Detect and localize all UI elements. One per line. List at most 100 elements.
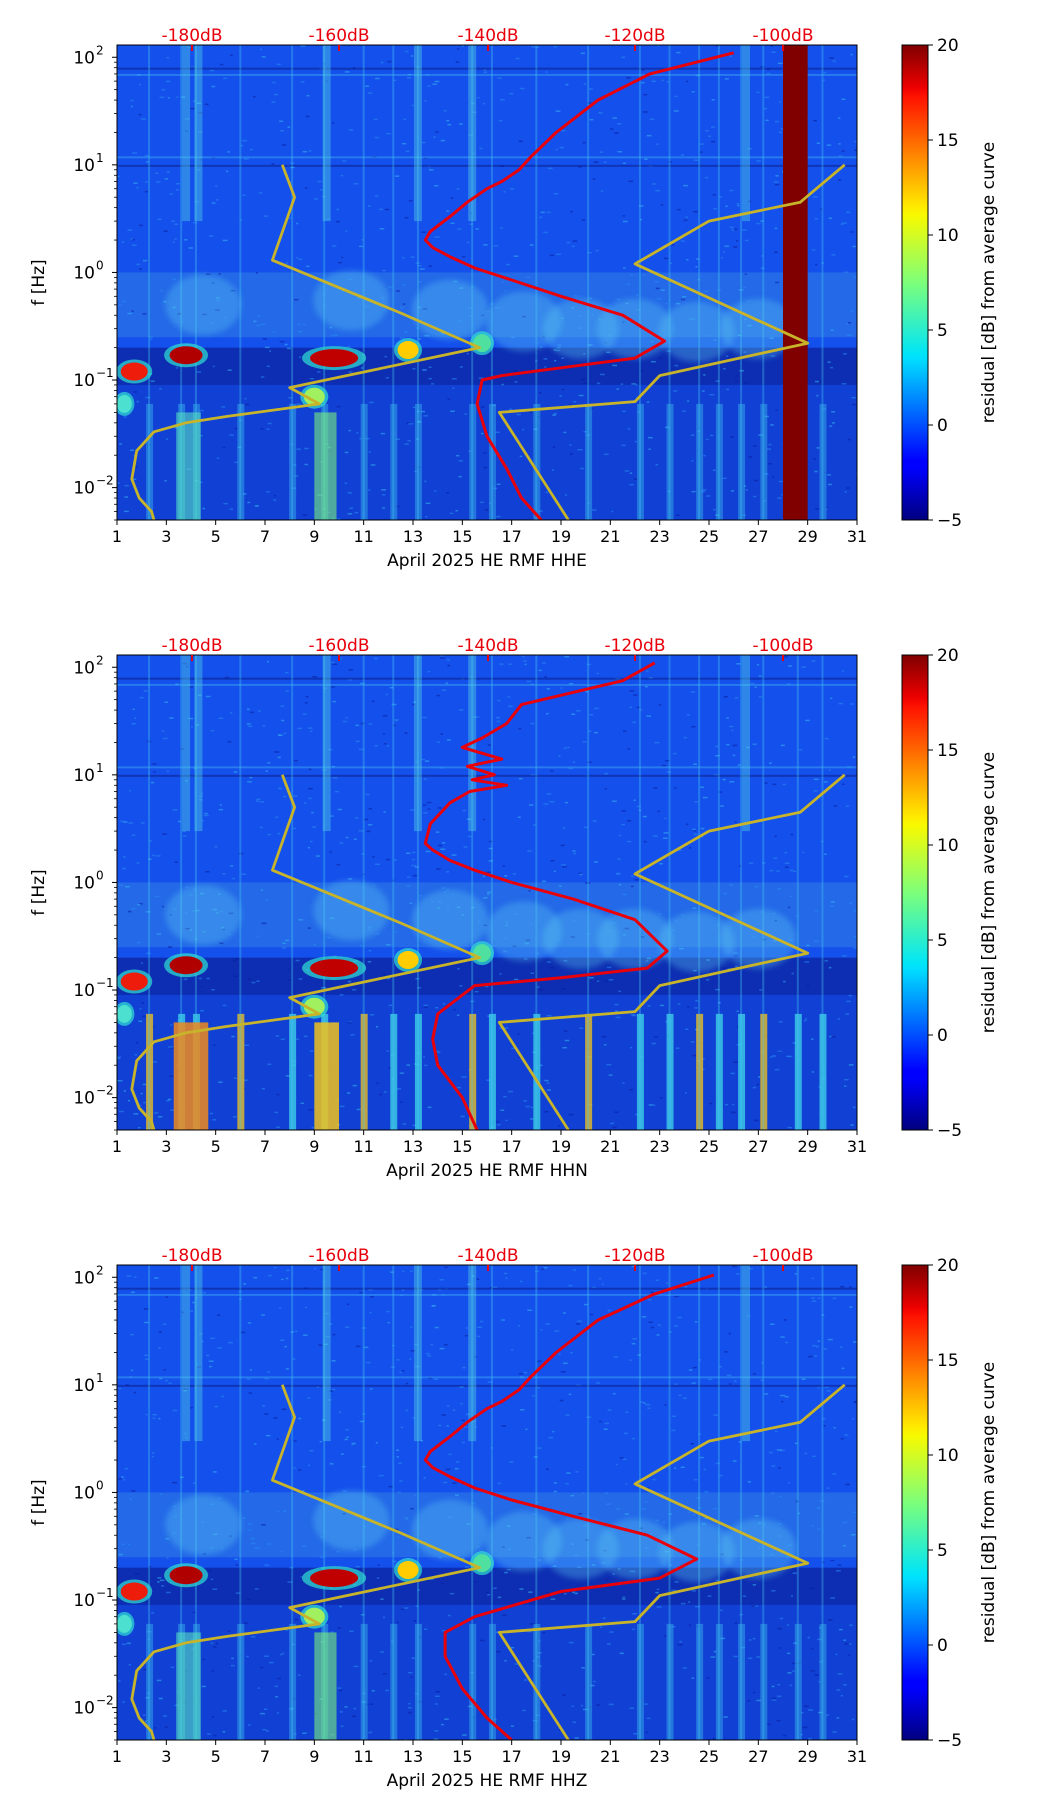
event-streak xyxy=(760,1013,768,1130)
event-streak xyxy=(533,1013,541,1130)
event-streak xyxy=(146,403,154,520)
x-tick-label: 5 xyxy=(211,1747,221,1766)
hf-column xyxy=(413,45,422,222)
event-line xyxy=(821,655,824,1130)
swell-plume xyxy=(597,908,673,969)
event-streak xyxy=(469,403,477,520)
noise-line xyxy=(117,156,857,159)
event-streak xyxy=(488,403,496,520)
hf-column xyxy=(182,45,191,222)
event-streak xyxy=(390,1623,398,1740)
colorbar-tick-label: 5 xyxy=(937,931,948,951)
hf-column xyxy=(413,655,422,832)
event-line xyxy=(796,655,799,1130)
gap-band xyxy=(783,45,808,520)
swell-plume xyxy=(658,301,735,362)
y-tick-label: 10 xyxy=(73,873,95,893)
event-line xyxy=(535,1265,538,1740)
db-tick-label: -140dB xyxy=(457,1246,518,1266)
event-streak xyxy=(819,1623,827,1740)
swell-plume xyxy=(313,270,390,331)
db-tick-label: -100dB xyxy=(752,636,813,656)
event-streak xyxy=(289,1623,297,1740)
event-streak xyxy=(760,403,768,520)
colorbar-tick-label: 0 xyxy=(937,416,948,436)
y-tick-label: 10 xyxy=(73,263,95,283)
event-line xyxy=(239,655,242,1130)
event-line xyxy=(490,1265,493,1740)
y-tick-exponent: 0 xyxy=(96,868,104,882)
noise-line xyxy=(117,766,857,769)
swell-plume xyxy=(412,1499,488,1560)
event-line xyxy=(740,655,743,1130)
colorbar-gradient xyxy=(901,654,929,1131)
hot-column xyxy=(176,1632,201,1740)
event-streak xyxy=(666,1013,674,1130)
x-tick-label: 15 xyxy=(452,1137,472,1156)
storm-blob xyxy=(117,1004,132,1023)
lp-band xyxy=(117,994,857,1130)
event-streak xyxy=(696,1623,704,1740)
hf-column xyxy=(194,45,203,222)
storm-blob xyxy=(310,1569,359,1588)
event-line xyxy=(291,655,294,1130)
swell-plume xyxy=(720,298,797,359)
event-streak xyxy=(237,1623,245,1740)
colorbar-tick-label: 0 xyxy=(937,1026,948,1046)
event-line xyxy=(291,1265,294,1740)
x-tick-label: 19 xyxy=(551,1137,571,1156)
x-tick-label: 29 xyxy=(797,1137,817,1156)
event-line xyxy=(587,45,590,520)
x-tick-label: 13 xyxy=(403,527,423,546)
event-line xyxy=(668,655,671,1130)
hf-column xyxy=(194,1265,203,1442)
event-line xyxy=(587,1265,590,1740)
y-tick-label: 10 xyxy=(73,658,95,678)
swell-plume xyxy=(658,1521,735,1582)
storm-blob xyxy=(310,959,359,978)
x-tick-label: 15 xyxy=(452,1747,472,1766)
hf-column xyxy=(468,45,477,222)
x-tick-label: 15 xyxy=(452,527,472,546)
event-line xyxy=(638,1265,641,1740)
colorbar-tick-label: 10 xyxy=(937,226,959,246)
event-line xyxy=(821,1265,824,1740)
colorbar-tick-label: 5 xyxy=(937,1541,948,1561)
event-line xyxy=(796,1265,799,1740)
swell-plume xyxy=(542,298,619,359)
event-line xyxy=(740,1265,743,1740)
colorbar-tick-label: 20 xyxy=(937,1256,959,1276)
x-tick-label: 5 xyxy=(211,527,221,546)
storm-blob xyxy=(169,956,203,975)
event-line xyxy=(698,45,701,520)
noise-model-curve xyxy=(497,1383,846,1740)
event-streak xyxy=(469,1013,477,1130)
event-line xyxy=(698,655,701,1130)
noise-line xyxy=(117,67,857,70)
y-tick-label: 10 xyxy=(73,1591,95,1611)
y-tick-label: 10 xyxy=(73,766,95,786)
event-streak xyxy=(819,1013,827,1130)
storm-blob xyxy=(397,951,419,970)
y-tick-exponent: 2 xyxy=(96,653,104,667)
storm-blob xyxy=(169,346,203,365)
y-tick-exponent: −2 xyxy=(96,1694,114,1708)
event-streak xyxy=(715,403,723,520)
y-tick-label: 10 xyxy=(73,156,95,176)
y-tick-label: 10 xyxy=(73,48,95,68)
db-tick-label: -100dB xyxy=(752,1246,813,1266)
x-tick-label: 3 xyxy=(161,1747,171,1766)
db-tick-label: -160dB xyxy=(308,636,369,656)
hf-column xyxy=(742,655,750,832)
hf-column xyxy=(468,1265,477,1442)
colorbar-tick-label: 15 xyxy=(937,1351,959,1371)
noise-model-curve xyxy=(130,774,482,1130)
x-tick-label: 19 xyxy=(551,1747,571,1766)
event-streak xyxy=(488,1623,496,1740)
event-line xyxy=(490,45,493,520)
y-tick-exponent: −2 xyxy=(96,1084,114,1098)
hot-column xyxy=(176,412,201,520)
event-streak xyxy=(533,403,541,520)
